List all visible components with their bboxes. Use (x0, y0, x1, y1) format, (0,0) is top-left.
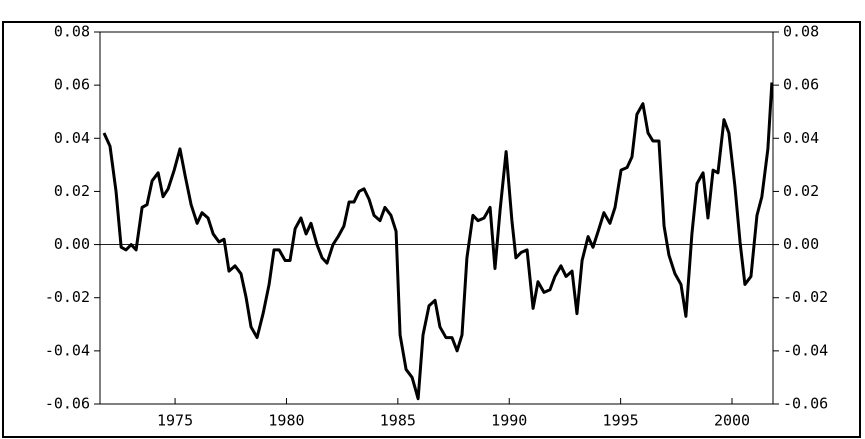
y-tick-label: -0.06 (45, 395, 90, 413)
x-tick-label: 2000 (714, 412, 750, 430)
x-tick-label: 1985 (380, 412, 416, 430)
y-tick-label: 0.06 (54, 76, 90, 94)
y2-tick-label: 0.02 (783, 182, 819, 200)
y-tick-label: -0.02 (45, 288, 90, 306)
y-tick-label: 0.08 (54, 23, 90, 41)
x-tick-label: 1980 (268, 412, 304, 430)
frame (2, 21, 861, 438)
y2-tick-label: 0.00 (783, 235, 819, 253)
x-tick-label: 1975 (157, 412, 193, 430)
y-tick-label: 0.00 (54, 235, 90, 253)
y2-tick-label: -0.04 (783, 341, 828, 359)
y2-tick-label: -0.02 (783, 288, 828, 306)
y2-tick-label: -0.06 (783, 395, 828, 413)
y-tick-label: -0.04 (45, 341, 90, 359)
y2-tick-label: 0.06 (783, 76, 819, 94)
y2-tick-label: 0.04 (783, 129, 819, 147)
x-tick-label: 1990 (491, 412, 527, 430)
plot-area (99, 31, 774, 405)
series-line (102, 82, 774, 401)
y-tick-label: 0.04 (54, 129, 90, 147)
y2-tick-label: 0.08 (783, 23, 819, 41)
y-tick-label: 0.02 (54, 182, 90, 200)
x-tick-label: 1995 (603, 412, 639, 430)
